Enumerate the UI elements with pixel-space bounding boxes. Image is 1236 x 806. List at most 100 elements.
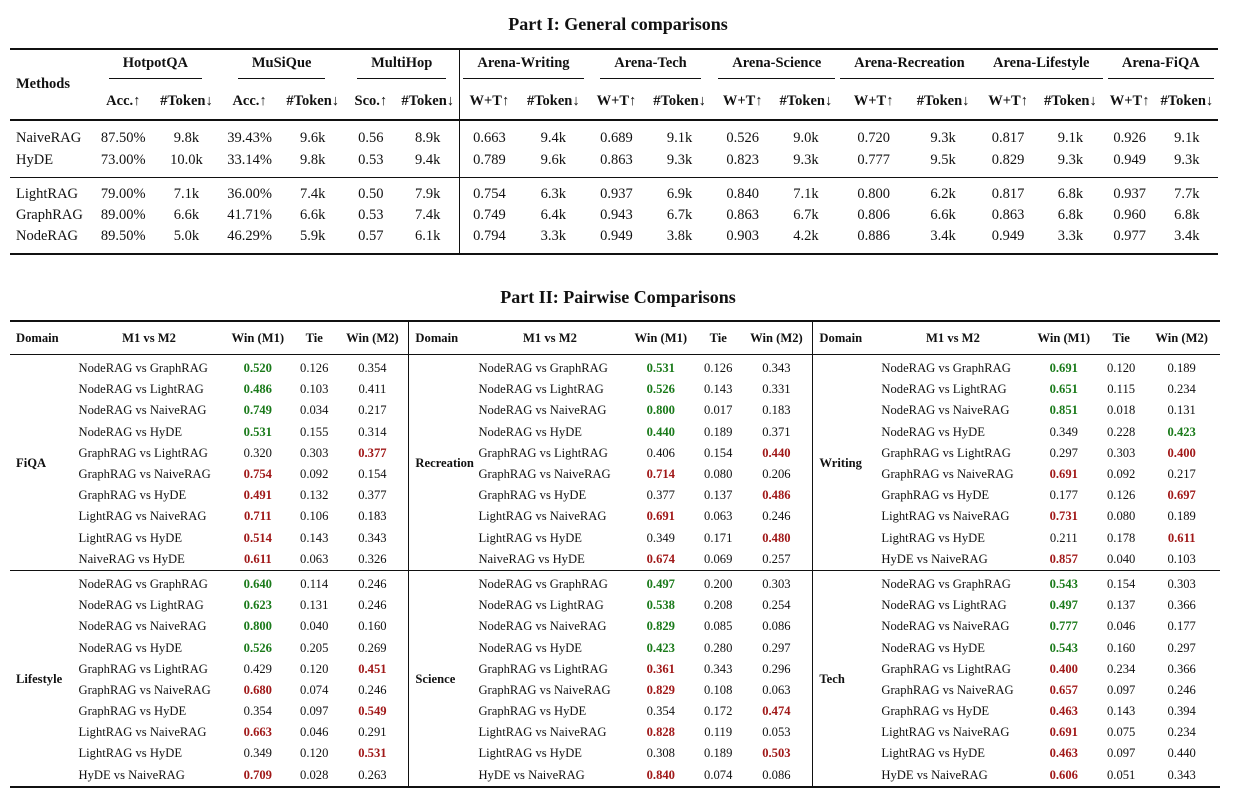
metric-value: 0.949 [587, 226, 646, 255]
win-m2-value: 0.486 [740, 485, 814, 507]
metric-value: 9.3k [907, 119, 979, 149]
metric-value: 6.8k [1174, 207, 1200, 223]
tie-value: 0.234 [1107, 661, 1136, 676]
metric-value: 79.00% [92, 177, 155, 205]
tie-value: 0.034 [300, 403, 329, 418]
table-row: NodeRAG vs HyDE 0.526 0.205 0.269 NodeRAG vs… [10, 637, 1220, 659]
pair-label: GraphRAG vs NaiveRAG [478, 467, 611, 482]
metric-value: 0.817 [978, 119, 1038, 149]
tie-value: 0.103 [300, 382, 329, 397]
tie-value: 0.126 [704, 361, 733, 376]
method-name: NodeRAG [10, 226, 93, 255]
tie-value: 0.143 [704, 382, 733, 397]
pair-label: LightRAG vs NaiveRAG [881, 509, 1010, 524]
table-row: NodeRAG vs NaiveRAG 0.749 0.034 0.217 NodeRA… [10, 400, 1220, 422]
win-m2-value: 0.377 [336, 485, 410, 507]
metric-value: 73.00% [100, 151, 146, 168]
tie-value: 0.155 [300, 424, 329, 439]
metric-value: 0.949 [978, 226, 1038, 255]
win-m2-value: 0.474 [740, 701, 814, 723]
win-m1-value: 0.777 [1049, 619, 1078, 634]
pair-label: GraphRAG vs HyDE [881, 488, 990, 503]
tie-value: 0.172 [704, 704, 733, 719]
win-m2-value: 0.131 [1167, 403, 1196, 418]
metric-value: 36.00% [218, 177, 281, 205]
pairwise-header: Tie [696, 320, 741, 355]
pairwise-header: Domain [408, 320, 475, 355]
win-m2-value: 0.423 [1167, 424, 1196, 439]
metric-value: 9.1k [1155, 119, 1218, 149]
win-m1-value: 0.440 [646, 424, 675, 439]
metric-header: #Token↓ [653, 92, 706, 109]
win-m1-value: 0.651 [1049, 382, 1078, 397]
metric-value: 33.14% [227, 151, 272, 168]
metric-value: 7.4k [280, 177, 345, 205]
win-m1-value: 0.691 [1049, 467, 1078, 482]
pair-label: LightRAG vs HyDE [78, 530, 183, 545]
pair-label: GraphRAG vs NaiveRAG [78, 682, 211, 697]
tie-value: 0.063 [292, 548, 337, 571]
pair-label: NodeRAG vs LightRAG [881, 598, 1007, 613]
pair-label: NodeRAG vs NaiveRAG [881, 619, 1010, 634]
tie-value: 0.208 [704, 598, 733, 613]
metric-value: 9.3k [793, 151, 819, 168]
win-m1-value: 0.377 [646, 488, 675, 503]
domain-label: Lifestyle [10, 570, 75, 788]
table-row: GraphRAG vs NaiveRAG 0.680 0.074 0.246 Graph… [10, 679, 1220, 701]
win-m1-value: 0.526 [243, 640, 272, 655]
metric-value: 0.829 [991, 151, 1025, 168]
win-m2-value: 0.189 [1167, 361, 1196, 376]
win-m2-value: 0.531 [336, 743, 410, 765]
table-row: Lifestyle NodeRAG vs GraphRAG 0.640 0.114 0.… [10, 570, 1220, 788]
tie-value: 0.051 [1099, 764, 1144, 788]
win-m1-value: 0.497 [646, 576, 675, 591]
metric-value: 5.9k [280, 226, 345, 255]
table-row: NodeRAG vs HyDE 0.531 0.155 0.314 NodeRAG vs… [10, 421, 1220, 443]
tie-value: 0.085 [704, 619, 733, 634]
table-row: NodeRAG vs NaiveRAG 0.800 0.040 0.160 NodeRA… [10, 616, 1220, 638]
metric-value: 6.7k [793, 207, 819, 223]
table-row: GraphRAG vs LightRAG 0.429 0.120 0.451 Graph… [10, 658, 1220, 680]
tie-value: 0.137 [1107, 598, 1136, 613]
win-m2-value: 0.263 [336, 764, 410, 788]
metric-value: 89.00% [100, 207, 146, 223]
pair-label: HyDE vs NaiveRAG [877, 764, 1029, 788]
metric-header: #Token↓ [1160, 92, 1214, 109]
pair-label: LightRAG vs NaiveRAG [478, 725, 607, 740]
metric-value: 6.4k [540, 207, 566, 223]
pair-label: NodeRAG vs LightRAG [478, 382, 604, 397]
tie-value: 0.114 [300, 576, 329, 591]
win-m2-value: 0.354 [336, 354, 410, 380]
metric-value: 0.886 [839, 226, 908, 255]
pair-label: NodeRAG vs NaiveRAG [78, 619, 207, 634]
win-m1-value: 0.691 [1049, 361, 1078, 376]
win-m2-value: 0.411 [336, 379, 410, 401]
pairwise-header: Win (M1) [625, 320, 697, 355]
metric-value: 9.1k [1037, 119, 1104, 149]
tie-value: 0.097 [1107, 682, 1136, 697]
win-m2-value: 0.331 [740, 379, 814, 401]
domain-label: Tech [812, 570, 878, 788]
metric-header: #Token↓ [1044, 92, 1097, 109]
win-m1-value: 0.680 [243, 682, 272, 697]
metric-value: 9.3k [1174, 151, 1200, 168]
metric-value: 4.2k [771, 226, 840, 255]
table-row: NodeRAG vs LightRAG 0.486 0.103 0.411 NodeRA… [10, 379, 1220, 401]
pair-label: HyDE vs NaiveRAG [74, 764, 224, 788]
tie-value: 0.080 [1107, 509, 1136, 524]
win-m1-value: 0.623 [243, 598, 272, 613]
metric-value: 9.3k [1057, 151, 1084, 168]
win-m2-value: 0.297 [740, 637, 814, 659]
win-m2-value: 0.183 [336, 506, 410, 528]
metric-value: 9.0k [771, 119, 840, 149]
win-m2-value: 0.377 [336, 442, 410, 464]
metric-header: W+T↑ [988, 92, 1028, 109]
metric-value: 46.29% [218, 226, 281, 255]
metric-value: 0.789 [473, 151, 506, 168]
table-row: LightRAG 79.00% 7.1k 36.00% 7.4k 0.50 7.9k 0.75… [10, 177, 1218, 205]
win-m1-value: 0.829 [646, 682, 675, 697]
win-m2-value: 0.246 [1167, 682, 1196, 697]
metric-value: 0.57 [344, 226, 397, 255]
win-m2-value: 0.371 [740, 421, 814, 443]
pair-label: GraphRAG vs LightRAG [881, 445, 1011, 460]
